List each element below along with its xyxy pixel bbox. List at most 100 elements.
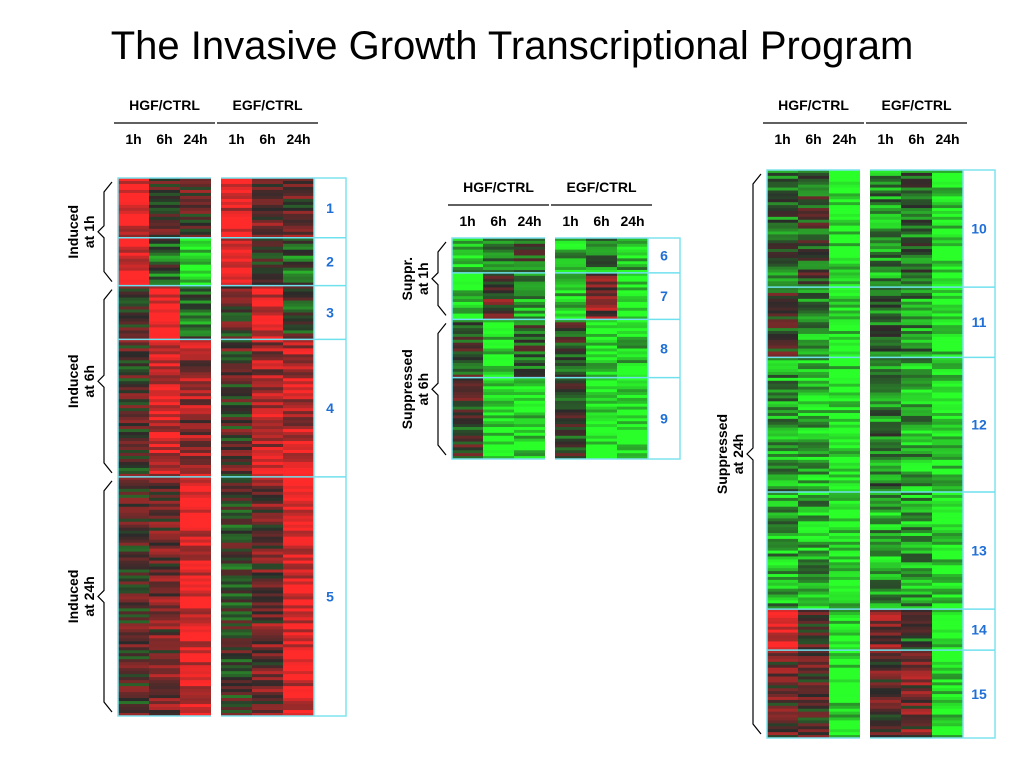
heat-cell [932,635,964,639]
heat-cell [118,213,150,218]
heat-cell [252,252,284,257]
cluster-bracket [431,241,447,316]
heat-cell [829,670,861,675]
heat-cell [118,372,150,376]
heat-cell [901,638,933,642]
heat-cell [555,371,587,376]
heat-cell [452,351,484,355]
heat-cell [221,435,253,439]
heat-cell [829,705,861,710]
heat-cell [149,348,181,352]
heat-cell [870,395,902,399]
heat-cell [870,292,902,297]
heat-cell [180,479,212,484]
heat-cell [221,713,253,717]
heat-cell [149,473,181,478]
heat-cell [283,473,315,478]
heat-cell [180,683,212,687]
heat-cell [798,535,830,540]
heat-cell [252,213,284,218]
heat-cell [283,458,315,463]
heat-cell [798,617,830,622]
heat-cell [767,454,799,458]
heat-cell [932,454,964,458]
heat-cell [870,199,902,203]
heat-cell [514,371,546,376]
heat-cell [767,298,799,303]
heat-cell [514,331,546,335]
heat-cell [798,702,830,707]
heat-cell [118,611,150,615]
heat-cell [870,579,902,584]
heat-cell [221,258,253,263]
heat-cell [767,556,799,560]
heat-cell [221,596,253,600]
heat-cell [221,605,253,609]
heat-cell [767,301,799,306]
heat-cell [118,587,150,591]
heat-cell [901,462,933,467]
heat-cell [829,331,861,335]
heat-cell [118,303,150,308]
heat-cell [798,541,830,546]
heat-cell [149,291,181,296]
heat-cell [149,411,181,415]
heat-cell [829,257,861,262]
heat-cell [149,650,181,654]
heat-cell [149,264,181,269]
heat-cell [118,426,150,430]
heat-cell [149,228,181,233]
heat-cell [932,398,964,402]
heat-cell [149,225,181,230]
heat-cell [767,600,799,604]
heat-cell [180,189,212,194]
heat-cell [870,184,902,189]
heat-cell [586,287,618,291]
heat-cell [870,210,902,215]
heat-cell [283,381,315,385]
heat-cell [617,333,649,338]
heat-cell [221,327,253,331]
heat-cell [798,717,830,721]
heat-cell [180,674,212,678]
heat-cell [617,261,649,265]
heat-cell [932,603,964,607]
heat-cell [829,559,861,563]
heat-cell [221,575,253,580]
heat-cell [767,254,799,259]
heat-cell [180,318,212,322]
heat-cell [283,195,315,200]
heat-cell [901,468,933,473]
heat-cell [118,396,150,400]
heat-cell [617,255,649,259]
heat-cell [798,623,830,628]
heat-cell [932,392,964,396]
heat-cell [798,413,830,417]
heat-cell [798,547,830,552]
heat-cell [283,210,315,215]
heat-cell [149,333,181,337]
heat-cell [901,231,933,235]
heat-cell [283,701,315,705]
heat-cell [829,298,861,303]
heat-cell [932,708,964,713]
heat-cell [932,483,964,487]
heat-cell [932,670,964,675]
heat-cell [767,213,799,218]
heat-cell [798,316,830,320]
heat-cell [118,348,150,352]
heat-cell [767,550,799,555]
heat-cell [283,689,315,693]
heat-cell [932,413,964,417]
condition-header: HGF/CTRL [463,179,534,195]
heat-cell [555,360,587,364]
heat-cell [452,293,484,297]
heat-cell [221,243,253,248]
heat-cell [221,369,253,373]
heat-cell [798,609,830,613]
heat-cell [901,430,933,435]
heat-cell [221,306,253,311]
heat-cell [829,354,861,358]
heat-cell [514,389,546,393]
heat-cell [870,726,902,730]
